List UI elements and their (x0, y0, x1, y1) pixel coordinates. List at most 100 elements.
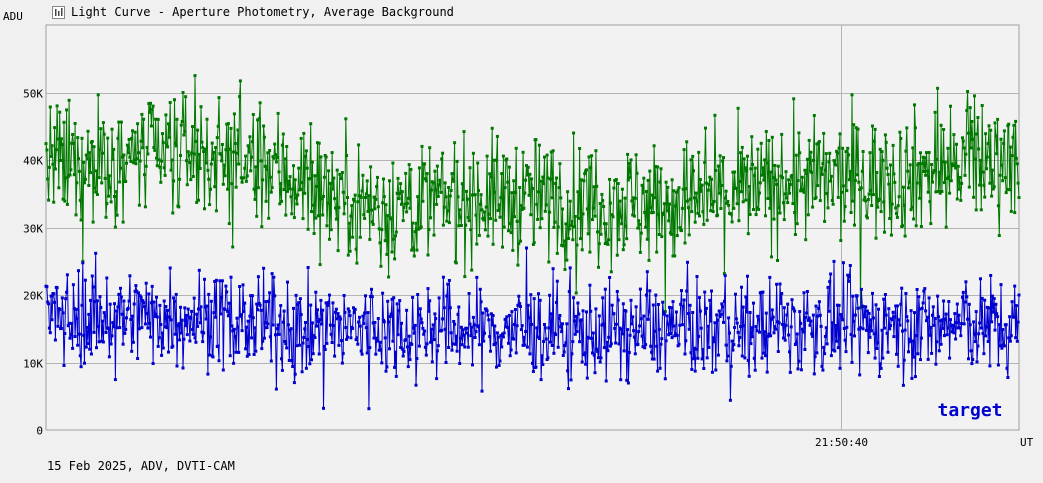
data-point (940, 190, 944, 193)
data-point (61, 197, 65, 201)
data-point (477, 189, 480, 193)
data-point (320, 197, 324, 201)
data-point (523, 191, 527, 195)
data-point (352, 199, 356, 203)
data-point (800, 327, 804, 331)
data-point (234, 185, 238, 189)
data-point (907, 337, 911, 341)
data-point (836, 346, 840, 350)
data-point (155, 315, 159, 319)
data-point (823, 335, 827, 338)
data-point (566, 190, 570, 194)
data-point (387, 320, 391, 324)
data-point (708, 298, 712, 302)
data-point (388, 179, 391, 183)
data-point (104, 215, 108, 219)
data-point (919, 336, 923, 340)
data-point (133, 289, 137, 293)
data-point (305, 166, 309, 170)
data-point (459, 224, 463, 227)
data-point (857, 327, 861, 331)
data-point (740, 354, 744, 358)
data-point (825, 192, 829, 195)
data-point (86, 342, 90, 346)
data-point (638, 222, 642, 226)
data-point (161, 132, 164, 136)
data-point (923, 287, 927, 291)
data-point (423, 162, 427, 166)
data-point (967, 185, 971, 189)
data-point (656, 165, 660, 169)
data-point (989, 274, 993, 277)
data-point (277, 332, 281, 336)
data-point (716, 213, 719, 217)
data-point (89, 352, 93, 356)
data-point (84, 153, 88, 157)
data-point (568, 266, 572, 270)
data-point (471, 193, 474, 197)
data-point (964, 152, 968, 156)
data-point (841, 261, 845, 265)
data-point (201, 340, 205, 344)
light-curve-app-icon[interactable] (52, 5, 65, 19)
data-point (62, 120, 66, 124)
data-point (193, 74, 197, 78)
data-point (706, 324, 710, 328)
data-point (174, 292, 178, 296)
data-point (116, 305, 120, 309)
data-point (163, 325, 167, 329)
data-point (412, 331, 416, 335)
data-point (284, 342, 288, 346)
data-point (659, 167, 663, 171)
series-1 (44, 74, 1021, 313)
data-point (766, 197, 770, 200)
data-point (381, 291, 385, 295)
data-point (520, 208, 524, 211)
data-point (135, 289, 139, 293)
data-point (547, 326, 551, 330)
data-point (94, 190, 98, 194)
data-point (797, 131, 801, 135)
data-point (206, 168, 210, 172)
data-point (401, 354, 405, 358)
data-point (103, 176, 107, 180)
data-point (1001, 328, 1005, 331)
data-point (215, 136, 219, 140)
data-point (814, 196, 818, 199)
data-point (325, 224, 329, 228)
data-point (178, 338, 182, 342)
data-point (807, 316, 811, 320)
data-point (573, 215, 577, 218)
data-point (93, 300, 97, 304)
data-point (380, 228, 384, 232)
data-point (768, 275, 772, 279)
data-point (909, 309, 913, 313)
data-point (465, 197, 469, 201)
data-point (337, 343, 341, 347)
data-point (943, 181, 946, 185)
data-point (720, 183, 724, 187)
data-point (367, 194, 371, 198)
data-point (466, 345, 470, 349)
data-point (142, 117, 146, 121)
data-point (635, 171, 639, 175)
data-point (731, 348, 735, 352)
data-point (296, 303, 300, 306)
data-point (69, 333, 73, 337)
data-point (528, 172, 532, 176)
data-point (198, 167, 202, 170)
data-point (309, 122, 313, 126)
data-point (235, 316, 239, 320)
data-point (847, 178, 851, 182)
data-point (361, 314, 365, 318)
data-point (279, 181, 283, 185)
data-point (653, 196, 657, 200)
data-point (70, 321, 74, 325)
data-point (47, 198, 51, 202)
data-point (304, 366, 308, 370)
data-point (1016, 181, 1020, 185)
data-point (268, 175, 272, 179)
data-point (110, 127, 114, 131)
data-point (107, 355, 111, 359)
data-point (793, 309, 797, 313)
